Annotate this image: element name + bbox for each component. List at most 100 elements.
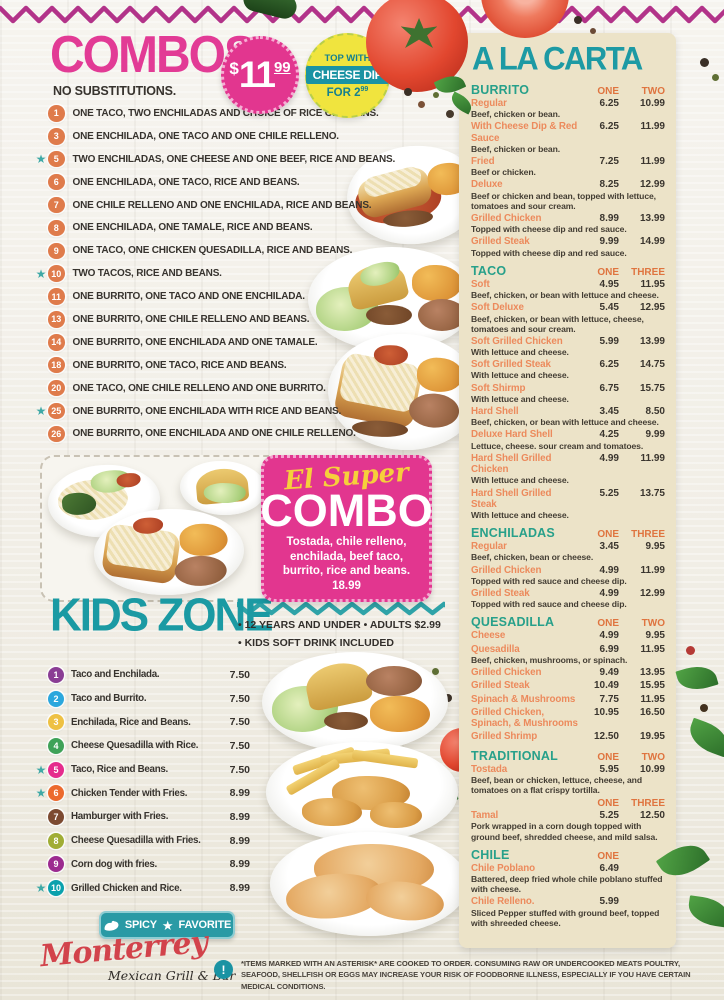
a-la-carta-item: Grilled Chicken 9.49 13.95 — [471, 667, 665, 678]
column-one-header: ONE — [597, 86, 619, 97]
item-description: Lettuce, cheese. sour cream and tomatoes… — [471, 440, 644, 451]
item-name: Soft Grilled Chicken — [471, 335, 563, 347]
combo-item-text: TWO ENCHILADAS, ONE CHEESE AND ONE BEEF,… — [72, 153, 396, 165]
kids-item-price: 7.50 — [229, 739, 250, 752]
item-name: Hard Shell Grilled Steak — [471, 487, 552, 510]
kids-menu-item: ★ 5 Taco, Rice and Beans. 7.50 — [34, 758, 250, 782]
a-la-carta-item: Deluxe 8.25 12.99 Beef or chicken and be… — [471, 179, 665, 211]
item-description: Beef, chicken, or bean with lettuce, che… — [471, 313, 644, 334]
kids-number-badge: 1 — [48, 666, 64, 683]
section-name: QUESADILLA — [471, 615, 555, 630]
a-la-carta-item: Regular 6.25 10.99 Beef, chicken or bean… — [471, 98, 665, 119]
combo-number-badge: 3 — [48, 128, 65, 145]
column-two-header: TWO — [641, 751, 665, 763]
super-combo-title: COMBO — [260, 485, 433, 537]
combo-item-text: ONE ENCHILADA, ONE TACO, RICE AND BEANS. — [72, 176, 300, 188]
item-name: Grilled Steak — [471, 587, 530, 599]
kids-item-price: 7.50 — [229, 716, 250, 729]
combo-item: ★ 1 ONE TACO, TWO ENCHILADAS AND CHOICE … — [34, 102, 458, 125]
combo-number-badge: 13 — [48, 311, 65, 328]
kids-taco-plate-photo — [262, 652, 448, 752]
item-price-one: 5.95 — [599, 763, 619, 775]
column-one-header: ONE — [597, 850, 619, 862]
peppercorn-decor — [574, 16, 582, 24]
item-name: Deluxe — [471, 179, 503, 191]
a-la-carta-item: Soft 4.95 11.95 Beef, chicken, or bean w… — [471, 279, 665, 300]
column-two-header: TWO — [641, 618, 665, 630]
combos-list: ★ 1 ONE TACO, TWO ENCHILADAS AND CHOICE … — [34, 102, 458, 445]
item-description: Topped with cheese dip and red sauce. — [471, 224, 627, 235]
combo-number-badge: 20 — [48, 379, 65, 397]
combo-item: ★ 6 ONE ENCHILADA, ONE TACO, RICE AND BE… — [34, 171, 458, 194]
item-name: Soft Deluxe — [471, 302, 524, 314]
item-description: With lettuce and cheese. — [471, 370, 569, 381]
item-price-one: 4.99 — [599, 630, 619, 642]
combo-number-badge: 1 — [48, 105, 65, 122]
combo-item-text: TWO TACOS, RICE AND BEANS. — [72, 268, 222, 280]
combo-item: ★ 7 ONE CHILE RELLENO AND ONE ENCHILADA,… — [34, 194, 458, 217]
column-one-header: ONE — [597, 618, 619, 630]
a-la-carta-title: A LA CARTA — [472, 40, 643, 77]
combo-number-badge: 26 — [48, 425, 65, 443]
combo-number-badge: 10 — [48, 265, 65, 282]
section-chile: CHILE ONE Chile Poblano 6.49 Battered, d… — [471, 848, 665, 928]
taco-small-plate-photo — [178, 458, 268, 518]
a-la-carta-item: Soft Shirmp 6.75 15.75 With lettuce and … — [471, 383, 665, 404]
item-price-two: 13.99 — [639, 213, 665, 225]
peppercorn-decor — [590, 28, 596, 34]
item-description: Battered, deep fried whole chile poblano… — [471, 874, 663, 895]
kids-number-badge: 8 — [48, 832, 64, 849]
section-name: TACO — [471, 263, 507, 278]
combo-number-badge: 7 — [48, 196, 65, 214]
kids-zone-list: ★ 1 Taco and Enchilada. 7.50 ★ 2 Taco an… — [34, 663, 250, 900]
kids-menu-item: ★ 7 Hamburger with Fries. 8.99 — [34, 805, 250, 829]
a-la-carta-item: Chile Poblano 6.49 Battered, deep fried … — [471, 863, 665, 895]
item-description: Beef or chicken. — [471, 167, 536, 178]
super-combo-banner: El Super COMBO Tostada, chile relleno, e… — [260, 455, 433, 602]
kids-zone-note-1: • 12 YEARS AND UNDER • ADULTS $2.99 — [238, 619, 441, 631]
item-description: With lettuce and cheese. — [471, 347, 569, 358]
item-price-one: 4.95 — [599, 278, 619, 290]
combo-item-text: ONE BURRITO, ONE TACO AND ONE ENCHILADA. — [72, 291, 306, 303]
kids-menu-item: ★ 10 Grilled Chicken and Rice. 8.99 — [34, 876, 250, 900]
item-price-one: 3.45 — [599, 406, 619, 418]
item-price-two: 9.95 — [645, 630, 665, 642]
kids-menu-item: ★ 6 Chicken Tender with Fries. 8.99 — [34, 781, 250, 805]
item-description: Beef, chicken, mushrooms, or spinach. — [471, 654, 628, 665]
combo-number-badge: 25 — [48, 402, 65, 420]
item-name: Hard Shell — [471, 406, 519, 418]
item-price-two: 15.95 — [639, 680, 665, 692]
combo-item-text: ONE BURRITO, ONE TACO, RICE AND BEANS. — [72, 359, 287, 371]
section-taco: TACO ONE THREE Soft 4.95 11.95 Beef, chi… — [471, 264, 665, 520]
combo-item-text: ONE BURRITO, ONE ENCHILADA AND ONE TAMAL… — [72, 336, 318, 348]
peppercorn-decor — [712, 74, 719, 81]
item-price-one: 4.99 — [599, 452, 619, 464]
item-name: Grilled Chicken — [471, 564, 542, 576]
section-tamal: ONE THREE Tamal 5.25 12.50 Pork wrapped … — [471, 798, 665, 842]
combo-item-text: ONE BURRITO, ONE ENCHILADA WITH RICE AND… — [72, 405, 342, 417]
a-la-carta-item: Quesadilla 6.99 11.95 Beef, chicken, mus… — [471, 644, 665, 665]
section-header: BURRITO ONE TWO — [471, 83, 665, 97]
item-price-two: 12.99 — [639, 587, 665, 599]
basil-leaf-decor — [684, 717, 724, 758]
item-description: Beef, chicken, or bean with lettuce and … — [471, 417, 659, 428]
item-name: Chile Relleno. — [471, 896, 535, 908]
item-price-one: 12.50 — [593, 731, 619, 743]
combo-item: ★ 3 ONE ENCHILADA, ONE TACO AND ONE CHIL… — [34, 125, 458, 148]
item-name: Grilled Chicken — [471, 213, 542, 225]
favorite-star-icon: ★ — [35, 881, 47, 896]
kids-item-text: Chicken Tender with Fries. — [71, 787, 188, 799]
item-name: Regular — [471, 541, 507, 553]
kids-item-text: Cheese Quesadilla with Fries. — [71, 835, 201, 847]
cheese-badge-label: CHEESE DIP — [305, 65, 390, 84]
item-name: Soft Shirmp — [471, 382, 526, 394]
kids-menu-item: ★ 3 Enchilada, Rice and Beans. 7.50 — [34, 710, 250, 734]
price-badge-currency: $ — [229, 59, 239, 78]
combo-item: ★ 20 ONE TACO, ONE CHILE RELLENO AND ONE… — [34, 377, 458, 400]
item-name: Quesadilla — [471, 643, 520, 655]
combo-item: ★ 8 ONE ENCHILADA, ONE TAMALE, RICE AND … — [34, 216, 458, 239]
kids-menu-item: ★ 2 Taco and Burrito. 7.50 — [34, 687, 250, 711]
combo-number-badge: 14 — [48, 334, 65, 351]
column-one-header: ONE — [597, 529, 619, 541]
